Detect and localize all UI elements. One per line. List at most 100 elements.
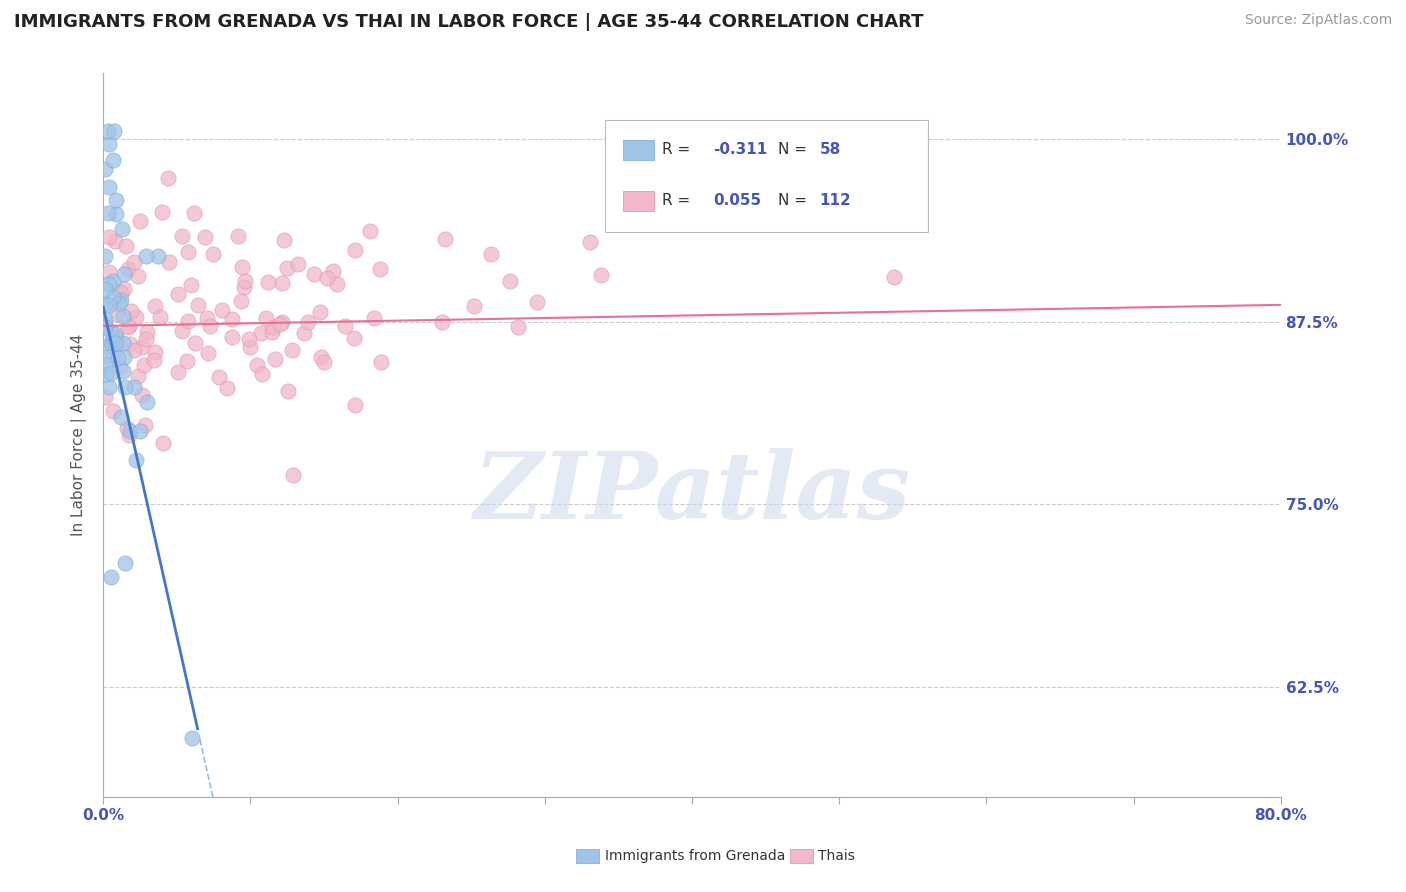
Point	[239, 340, 262, 354]
Point	[129, 424, 152, 438]
Text: N =: N =	[778, 143, 811, 157]
Point	[105, 329, 128, 343]
Point	[112, 351, 135, 365]
Point	[122, 254, 145, 268]
Point	[883, 269, 905, 284]
Point	[159, 255, 181, 269]
Point	[101, 153, 124, 168]
Point	[232, 280, 254, 294]
Point	[273, 233, 295, 247]
Point	[93, 162, 115, 177]
Point	[194, 230, 217, 244]
Point	[260, 325, 283, 339]
Point	[129, 214, 152, 228]
Point	[368, 262, 391, 277]
Point	[233, 274, 256, 288]
Point	[135, 332, 157, 346]
Point	[110, 293, 132, 308]
Point	[370, 355, 392, 369]
Point	[479, 247, 502, 261]
Point	[131, 340, 153, 354]
Point	[117, 428, 139, 442]
Point	[124, 380, 146, 394]
Point	[177, 245, 200, 260]
Text: R =: R =	[662, 194, 696, 208]
Point	[117, 262, 139, 277]
Point	[104, 193, 127, 207]
Point	[312, 355, 335, 369]
Point	[97, 229, 120, 244]
Point	[526, 294, 548, 309]
Text: Thais: Thais	[818, 849, 855, 863]
Point	[211, 303, 233, 318]
Point	[149, 310, 172, 324]
Point	[93, 249, 115, 263]
Point	[97, 380, 120, 394]
Point	[107, 351, 129, 365]
Point	[172, 324, 194, 338]
Point	[238, 332, 260, 346]
Point	[131, 388, 153, 402]
Point	[343, 243, 366, 257]
Point	[250, 326, 273, 341]
Point	[101, 337, 124, 351]
Point	[104, 326, 127, 341]
Point	[117, 319, 139, 334]
Point	[127, 369, 149, 384]
Point	[208, 369, 231, 384]
Point	[93, 319, 115, 334]
Point	[277, 384, 299, 398]
Point	[105, 206, 128, 220]
Point	[215, 381, 238, 395]
Point	[112, 282, 135, 296]
Point	[94, 390, 117, 404]
Point	[167, 287, 190, 301]
Point	[257, 275, 280, 289]
Point	[434, 232, 457, 246]
Point	[359, 224, 381, 238]
Point	[97, 124, 120, 138]
Point	[97, 179, 120, 194]
Point	[101, 290, 124, 304]
Point	[180, 731, 202, 746]
Point	[326, 277, 349, 291]
Point	[134, 417, 156, 432]
Point	[98, 298, 121, 312]
Point	[108, 295, 131, 310]
Point	[105, 331, 128, 345]
Point	[297, 315, 319, 329]
Point	[93, 317, 115, 331]
Point	[111, 309, 134, 323]
Point	[246, 358, 269, 372]
Point	[262, 320, 284, 334]
Point	[98, 277, 121, 291]
Text: Source: ZipAtlas.com: Source: ZipAtlas.com	[1244, 13, 1392, 28]
Point	[114, 556, 136, 570]
Point	[93, 312, 115, 326]
Point	[112, 336, 135, 351]
Point	[96, 340, 118, 354]
Point	[156, 171, 179, 186]
Point	[127, 268, 149, 283]
Point	[105, 307, 128, 321]
Point	[252, 368, 274, 382]
Point	[276, 261, 298, 276]
Text: R =: R =	[662, 143, 696, 157]
Point	[316, 270, 339, 285]
Point	[167, 365, 190, 379]
Text: IMMIGRANTS FROM GRENADA VS THAI IN LABOR FORCE | AGE 35-44 CORRELATION CHART: IMMIGRANTS FROM GRENADA VS THAI IN LABOR…	[14, 13, 924, 31]
Point	[117, 421, 139, 435]
Point	[184, 336, 207, 351]
Text: Immigrants from Grenada: Immigrants from Grenada	[605, 849, 785, 863]
Point	[93, 282, 115, 296]
Point	[93, 297, 115, 311]
Point	[108, 284, 131, 298]
Point	[152, 436, 174, 450]
Point	[111, 364, 134, 378]
Point	[114, 380, 136, 394]
Point	[104, 234, 127, 248]
Point	[143, 353, 166, 368]
Point	[124, 453, 146, 467]
Point	[231, 260, 253, 275]
Point	[432, 316, 454, 330]
